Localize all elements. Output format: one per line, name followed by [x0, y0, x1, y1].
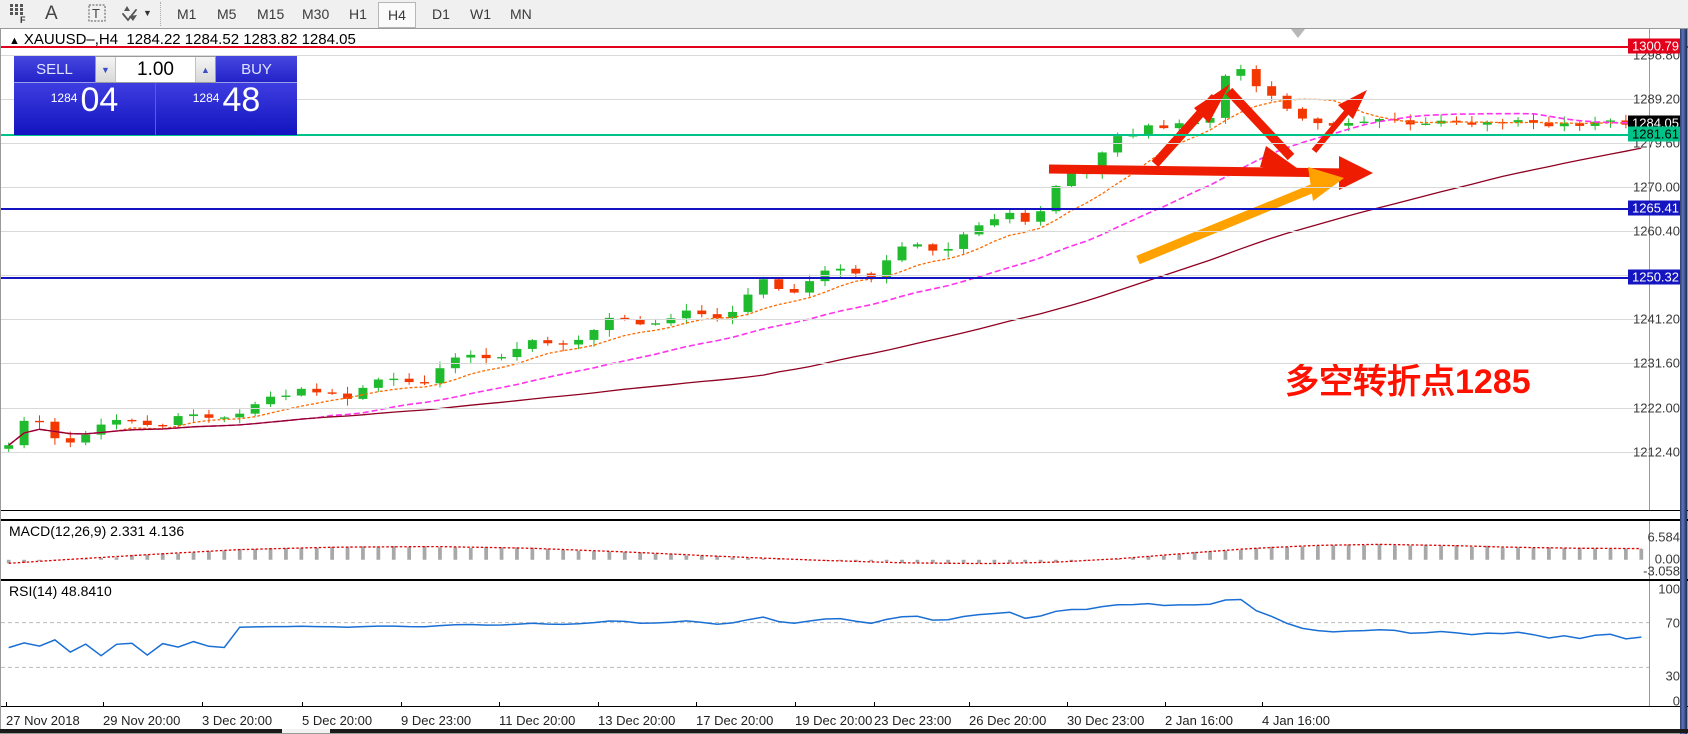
svg-text:F: F — [20, 15, 26, 24]
svg-text:T: T — [92, 6, 100, 21]
